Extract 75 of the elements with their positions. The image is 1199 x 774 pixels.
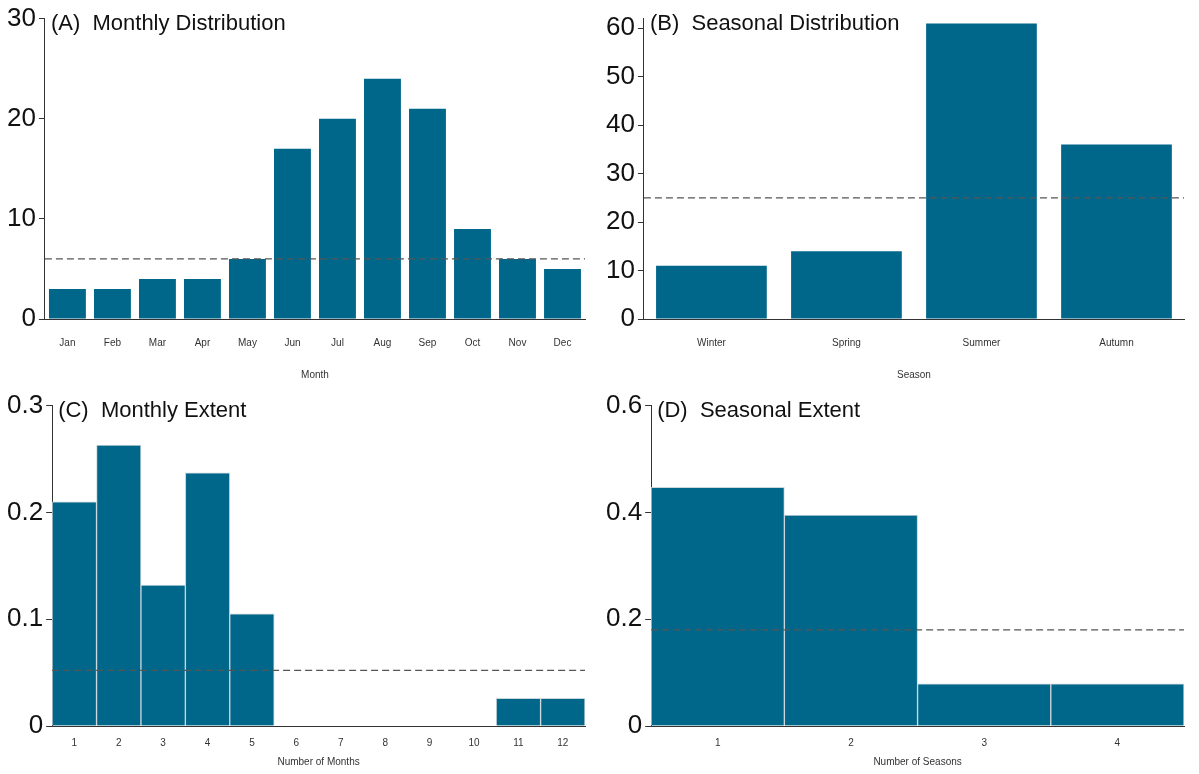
x-tick-label: Jan [59, 336, 76, 348]
x-tick-label: 4 [204, 736, 211, 748]
chart-title: (D) Seasonal Extent [657, 396, 861, 422]
bar [183, 278, 221, 319]
x-tick-label: Feb [103, 336, 122, 348]
x-tick-label: 5 [249, 736, 256, 748]
bar [1061, 144, 1172, 319]
y-tick-label: 10 [606, 253, 635, 284]
y-tick-label: 0.1 [6, 602, 44, 633]
x-tick-label: 4 [1114, 736, 1121, 748]
x-tick-label: Jun [284, 336, 301, 348]
bar [499, 258, 536, 319]
bar [138, 278, 176, 319]
y-tick-label: 40 [606, 108, 635, 139]
bar [229, 258, 266, 319]
x-tick-label: 7 [337, 736, 344, 748]
x-tick-label: 3 [981, 736, 988, 748]
y-tick-label: 10 [7, 202, 36, 233]
bar [544, 268, 581, 319]
bar [454, 228, 491, 319]
x-tick-label: 1 [714, 736, 721, 748]
y-tick-label: 30 [7, 1, 36, 32]
bar [656, 265, 767, 319]
y-tick-label: 0 [21, 302, 36, 333]
y-tick-label: 30 [606, 156, 635, 187]
y-tick-label: 0 [620, 302, 635, 333]
x-tick-label: 9 [426, 736, 433, 748]
chart-title: (A) Monthly Distribution [50, 9, 286, 35]
y-tick-label: 20 [606, 205, 635, 236]
y-tick-label: 0.3 [6, 388, 44, 419]
x-tick-label: 2 [115, 736, 122, 748]
y-tick-label: 50 [606, 59, 635, 90]
x-tick-label: Apr [194, 336, 211, 348]
bar [791, 251, 902, 319]
x-tick-label: May [238, 336, 257, 348]
y-tick-label: 0.2 [605, 602, 643, 633]
x-tick-label: Spring [832, 336, 861, 348]
bar [364, 78, 401, 319]
bar [409, 108, 446, 319]
bar [93, 288, 131, 319]
x-tick-label: 11 [513, 736, 525, 748]
bar [926, 23, 1037, 319]
y-tick-label: 0.2 [6, 495, 44, 526]
y-tick-label: 20 [7, 101, 36, 132]
x-tick-label: Jul [331, 336, 344, 348]
y-tick-label: 0 [627, 709, 643, 740]
x-tick-label: Autumn [1099, 336, 1134, 348]
x-tick-label: 10 [468, 736, 480, 748]
chart-title: (B) Seasonal Distribution [649, 9, 900, 35]
x-tick-label: Summer [962, 336, 1002, 348]
x-axis-title: Month [301, 368, 329, 380]
x-tick-label: Oct [464, 336, 481, 348]
x-tick-label: Aug [373, 336, 392, 348]
x-tick-label: Sep [418, 336, 437, 348]
x-tick-label: 6 [293, 736, 300, 748]
bar [319, 118, 356, 319]
bar [48, 288, 86, 319]
y-tick-label: 60 [606, 11, 635, 42]
x-tick-label: Winter [696, 336, 727, 348]
x-tick-label: 8 [382, 736, 389, 748]
x-tick-label: 3 [160, 736, 167, 748]
x-tick-label: 1 [71, 736, 78, 748]
chart-title: (C) Monthly Extent [58, 396, 247, 422]
bar [274, 148, 311, 319]
y-tick-label: 0.6 [605, 388, 643, 419]
x-tick-label: 2 [848, 736, 855, 748]
x-tick-label: Dec [553, 336, 572, 348]
x-tick-label: Nov [508, 336, 527, 348]
x-axis-title: Number of Seasons [873, 755, 962, 767]
x-tick-label: 12 [557, 736, 569, 748]
y-tick-label: 0 [28, 709, 44, 740]
y-tick-label: 0.4 [605, 495, 643, 526]
x-axis-title: Season [897, 368, 931, 380]
x-axis-title: Number of Months [277, 755, 360, 767]
x-tick-label: Mar [148, 336, 167, 348]
